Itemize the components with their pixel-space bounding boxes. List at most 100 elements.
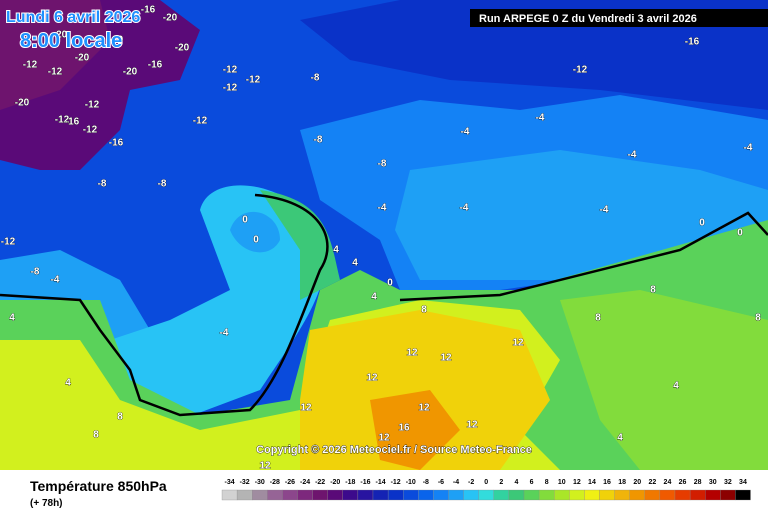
contour-label: -8 <box>378 159 387 170</box>
contour-label: -4 <box>536 113 545 124</box>
contour-label: 12 <box>406 348 418 359</box>
legend-label: -2 <box>468 479 474 486</box>
contour-label: -4 <box>628 150 637 161</box>
legend-label: 14 <box>588 479 596 486</box>
legend-swatch <box>554 489 570 501</box>
contour-label: -4 <box>744 143 753 154</box>
legend-swatch <box>659 489 676 501</box>
legend-label: -32 <box>240 479 250 486</box>
legend-swatch <box>493 489 510 501</box>
legend-swatch <box>312 489 328 501</box>
contour-label: -12 <box>83 125 98 136</box>
contour-labels: -20-16-20-20-12-12-20-20-16-20 -12-12-16-… <box>0 4 761 472</box>
contour-label: -20 <box>123 67 138 78</box>
date: Lundi 6 avril 2026 <box>6 9 140 26</box>
legend-swatch <box>674 489 691 501</box>
contour-label: 8 <box>93 430 99 441</box>
legend-swatch <box>599 489 615 501</box>
contour-label: -20 <box>15 98 30 109</box>
legend-label: -34 <box>224 479 234 486</box>
time: 8:00 locale <box>20 30 122 52</box>
legend-swatch <box>584 489 600 501</box>
legend-label: 34 <box>739 479 747 486</box>
contour-label: -4 <box>461 127 470 138</box>
contour-label: -4 <box>51 275 60 286</box>
contour-label: 4 <box>65 378 71 389</box>
legend-swatch <box>387 489 404 501</box>
legend-label: 4 <box>514 479 518 486</box>
contour-label: 0 <box>699 218 705 229</box>
legend-swatch <box>720 489 736 501</box>
contour-label: -12 <box>48 67 63 78</box>
legend-swatch <box>538 489 555 501</box>
contour-label: -12 <box>223 65 238 76</box>
contour-label: -4 <box>378 203 387 214</box>
legend-label: 10 <box>558 479 566 486</box>
contour-label: -16 <box>141 5 156 16</box>
footer-lead: (+ 78h) <box>30 498 63 509</box>
contour-label: 12 <box>466 420 478 431</box>
legend-swatch <box>523 489 540 501</box>
legend-swatch <box>644 489 661 501</box>
legend-label: 32 <box>724 479 732 486</box>
legend-label: -12 <box>391 479 401 486</box>
legend-swatch <box>236 489 253 501</box>
contour-label: -8 <box>98 179 107 190</box>
legend-label: 28 <box>694 479 702 486</box>
contour-label: -20 <box>53 30 68 41</box>
legend-label: -22 <box>315 479 325 486</box>
legend-label: -4 <box>453 479 459 486</box>
legend-swatch <box>372 489 389 501</box>
legend-label: 2 <box>499 479 503 486</box>
contour-label: -12 <box>573 65 588 76</box>
contour-label: -20 <box>109 35 124 46</box>
legend-swatch <box>735 489 751 501</box>
legend-label: -28 <box>270 479 280 486</box>
legend-label: -14 <box>375 479 385 486</box>
contour-label: -12 <box>223 83 238 94</box>
legend-swatch <box>569 489 585 501</box>
footer-title: Température 850hPa <box>30 478 167 494</box>
legend-label: 6 <box>530 479 534 486</box>
legend-label: 12 <box>573 479 581 486</box>
legend-swatch <box>448 489 464 501</box>
contour-label: 0 <box>253 235 259 246</box>
legend-label: -10 <box>406 479 416 486</box>
contour-label: -12 <box>1 237 16 248</box>
contour-label: -12 <box>246 75 261 86</box>
contour-label: 8 <box>117 412 123 423</box>
contour-label: -12 <box>23 60 38 71</box>
run-box <box>470 9 768 27</box>
contour-label: 12 <box>300 403 312 414</box>
contour-label: -4 <box>460 203 469 214</box>
contour-label: 0 <box>737 228 743 239</box>
contour-label: 4 <box>333 245 339 256</box>
contour-label: -8 <box>31 267 40 278</box>
legend-swatch <box>403 489 419 501</box>
contour-label: 8 <box>421 305 427 316</box>
contour-label: 8 <box>595 313 601 324</box>
contour-label: -8 <box>314 135 323 146</box>
legend-swatch <box>478 489 494 501</box>
contour-label: 4 <box>371 292 377 303</box>
contour-label: -8 <box>158 179 167 190</box>
legend-label: -6 <box>438 479 444 486</box>
legend-label: -24 <box>300 479 310 486</box>
legend-label: -8 <box>423 479 429 486</box>
contour-label: -4 <box>220 328 229 339</box>
legend-swatch <box>418 489 434 501</box>
legend-swatch <box>282 489 298 501</box>
legend-swatch <box>705 489 721 501</box>
contour-label: -20 <box>175 43 190 54</box>
legend-swatch <box>614 489 630 501</box>
contour-label: -20 <box>75 53 90 64</box>
legend-swatch <box>221 489 238 501</box>
contour-label: -12 <box>85 100 100 111</box>
legend-label: -20 <box>330 479 340 486</box>
legend-label: 22 <box>648 479 656 486</box>
map-background <box>0 0 768 470</box>
legend-label: 18 <box>618 479 626 486</box>
contour-label: 8 <box>755 313 761 324</box>
contour-label: -16 <box>65 117 80 128</box>
